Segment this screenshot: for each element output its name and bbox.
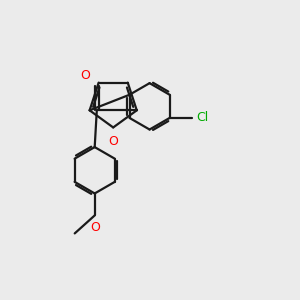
Text: O: O	[90, 221, 100, 234]
Text: O: O	[81, 69, 91, 82]
Text: Cl: Cl	[196, 111, 208, 124]
Text: O: O	[108, 135, 118, 148]
